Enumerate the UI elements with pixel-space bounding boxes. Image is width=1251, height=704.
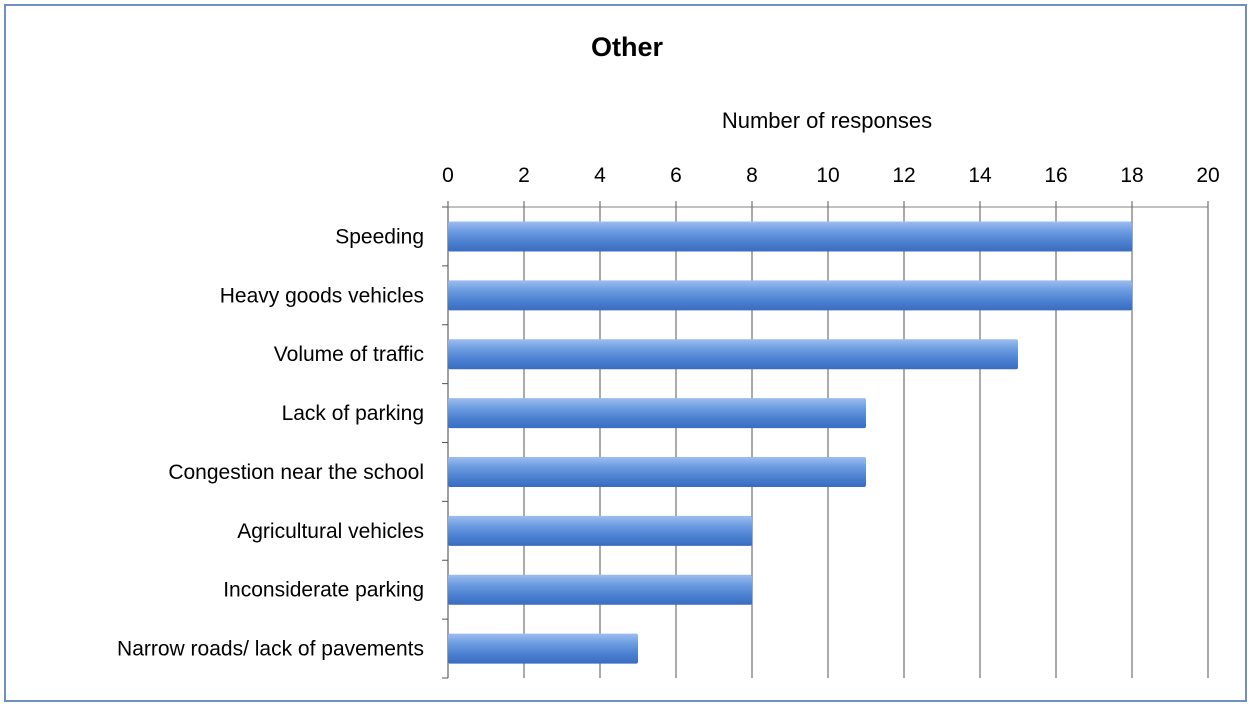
- x-tick-label: 16: [1044, 164, 1067, 187]
- category-labels: Speeding Heavy goods vehicles Volume of tr…: [117, 225, 424, 660]
- bars: [448, 221, 1132, 664]
- x-tick-label: 12: [892, 164, 915, 187]
- category-label: Congestion near the school: [168, 461, 424, 484]
- x-tick-label: 20: [1196, 164, 1219, 187]
- gridlines: [442, 206, 1209, 679]
- bar: [448, 515, 752, 546]
- chart-title: Other: [591, 32, 664, 62]
- bar: [448, 221, 1132, 252]
- category-label: Narrow roads/ lack of pavements: [117, 638, 424, 661]
- x-axis-title: Number of responses: [722, 108, 932, 133]
- x-tick-label: 8: [746, 164, 758, 187]
- x-tick-label: 0: [442, 164, 454, 187]
- category-label: Lack of parking: [282, 402, 424, 425]
- bar: [448, 280, 1132, 311]
- x-tick-label: 4: [594, 164, 606, 187]
- x-tick-label: 14: [968, 164, 992, 187]
- x-tick-label: 10: [816, 164, 839, 187]
- x-tick-label: 18: [1120, 164, 1143, 187]
- bar: [448, 574, 752, 605]
- category-label: Speeding: [335, 225, 424, 248]
- bar: [448, 456, 866, 487]
- category-label: Heavy goods vehicles: [220, 284, 424, 307]
- x-tick-label: 6: [670, 164, 682, 187]
- category-label: Agricultural vehicles: [237, 520, 424, 543]
- x-axis-ticks: 0 2 4 6 8 10 12 14 16 18 20: [442, 164, 1220, 207]
- x-tick-label: 2: [518, 164, 530, 187]
- category-label: Inconsiderate parking: [223, 579, 424, 602]
- bar: [448, 398, 866, 429]
- bar: [448, 633, 638, 664]
- bar: [448, 339, 1018, 370]
- category-label: Volume of traffic: [274, 343, 424, 366]
